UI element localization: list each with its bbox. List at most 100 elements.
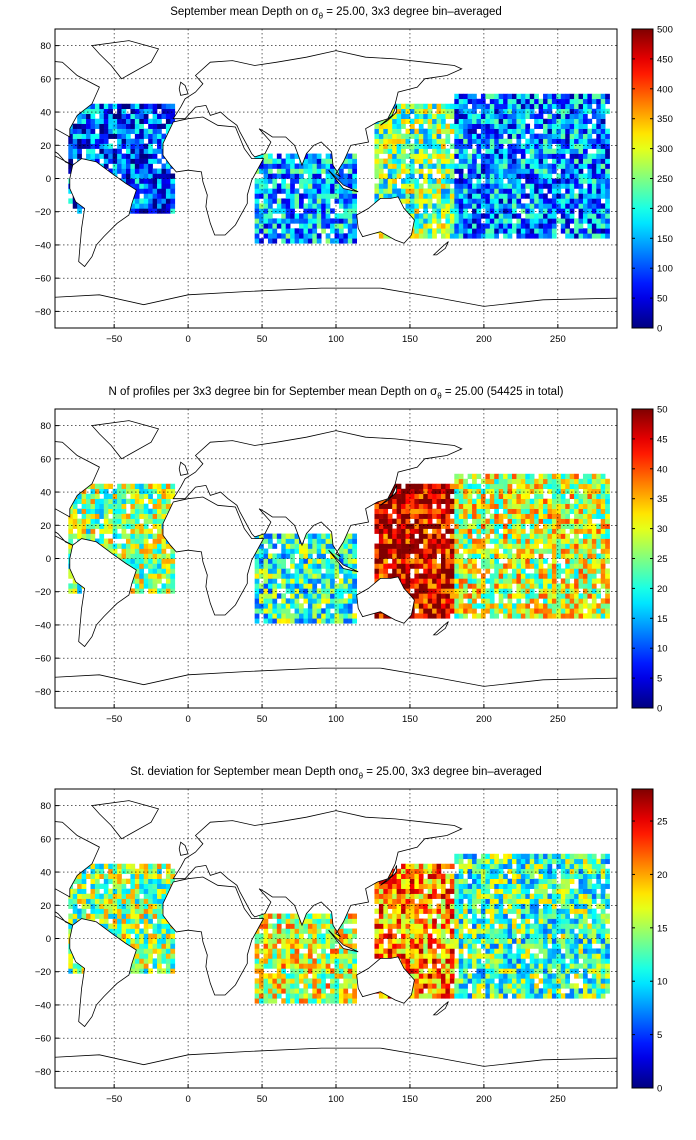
- data-bin: [551, 118, 557, 124]
- data-bin: [534, 158, 539, 164]
- data-bin: [498, 583, 504, 589]
- data-bin: [441, 193, 446, 199]
- data-bin: [569, 613, 575, 619]
- data-bin: [445, 123, 451, 129]
- data-bin: [299, 238, 304, 244]
- data-bin: [427, 588, 433, 594]
- data-bin: [303, 543, 309, 549]
- x-tick-label: 250: [550, 334, 566, 345]
- data-bin: [396, 113, 402, 119]
- data-bin: [130, 203, 136, 209]
- data-bin: [130, 548, 136, 554]
- data-bin: [551, 528, 557, 534]
- data-bin: [409, 538, 415, 544]
- data-bin: [574, 483, 579, 490]
- data-bin: [445, 133, 451, 139]
- data-bin: [596, 603, 602, 609]
- data-bin: [90, 523, 96, 529]
- data-bin: [436, 198, 442, 204]
- data-bin: [454, 548, 460, 554]
- data-bin: [112, 518, 118, 524]
- data-bin: [307, 558, 313, 564]
- data-bin: [427, 508, 433, 514]
- data-bin: [591, 533, 597, 539]
- data-bin: [161, 103, 167, 110]
- data-bin: [605, 218, 610, 224]
- data-bin: [472, 583, 477, 589]
- data-bin: [374, 168, 380, 174]
- data-bin: [423, 568, 428, 574]
- data-bin: [534, 148, 539, 154]
- data-bin: [352, 538, 358, 544]
- data-bin: [472, 123, 477, 129]
- data-bin: [565, 218, 570, 224]
- data-bin: [494, 538, 499, 544]
- data-bin: [68, 508, 74, 514]
- data-bin: [525, 483, 531, 490]
- data-bin: [525, 138, 531, 144]
- colorbar-tick-label: 25: [657, 554, 668, 565]
- data-bin: [569, 543, 575, 549]
- data-bin: [467, 233, 473, 239]
- data-bin: [449, 113, 455, 119]
- data-bin: [458, 508, 464, 514]
- data-bin: [489, 553, 495, 559]
- data-bin: [591, 93, 597, 100]
- data-bin: [543, 608, 548, 614]
- data-bin: [383, 548, 389, 554]
- data-bin: [409, 503, 415, 509]
- data-bin: [148, 148, 153, 154]
- data-bin: [267, 553, 273, 559]
- data-bin: [476, 153, 482, 159]
- data-bin: [165, 563, 171, 569]
- data-bin: [139, 123, 145, 129]
- data-bin: [454, 593, 460, 599]
- data-bin: [498, 533, 504, 539]
- data-bin: [463, 213, 468, 219]
- data-bin: [560, 508, 566, 514]
- data-bin: [418, 528, 424, 534]
- data-bin: [405, 523, 411, 529]
- data-bin: [294, 603, 300, 609]
- data-bin: [312, 588, 318, 594]
- data-bin: [498, 158, 504, 164]
- data-bin: [463, 488, 468, 495]
- data-bin: [441, 513, 446, 519]
- data-bin: [94, 868, 100, 875]
- data-bin: [103, 488, 109, 495]
- data-bin: [139, 573, 145, 579]
- data-bin: [503, 138, 508, 144]
- data-bin: [392, 563, 397, 569]
- data-bin: [538, 583, 544, 589]
- data-bin: [529, 113, 535, 119]
- data-bin: [263, 558, 269, 564]
- data-bin: [489, 123, 495, 129]
- data-bin: [427, 603, 433, 609]
- data-bin: [321, 218, 326, 224]
- data-bin: [485, 603, 491, 609]
- data-bin: [507, 168, 513, 174]
- data-bin: [480, 513, 486, 519]
- data-bin: [463, 193, 468, 199]
- data-bin: [480, 173, 486, 179]
- data-bin: [108, 518, 113, 524]
- data-bin: [307, 618, 313, 624]
- coastline-9: [380, 485, 397, 506]
- data-bin: [605, 568, 610, 574]
- data-bin: [560, 513, 566, 519]
- data-bin: [565, 518, 570, 524]
- data-bin: [99, 903, 105, 909]
- data-bin: [139, 558, 145, 564]
- data-bin: [152, 553, 158, 559]
- data-bin: [103, 543, 109, 549]
- data-bin: [143, 548, 149, 554]
- data-bin: [445, 593, 451, 599]
- data-bin: [569, 503, 575, 509]
- data-bin: [543, 223, 548, 229]
- data-bin: [347, 188, 353, 194]
- data-bin: [272, 158, 278, 164]
- data-bin: [525, 93, 531, 100]
- data-bin: [276, 233, 282, 239]
- data-bin: [290, 218, 295, 224]
- data-bin: [556, 533, 562, 539]
